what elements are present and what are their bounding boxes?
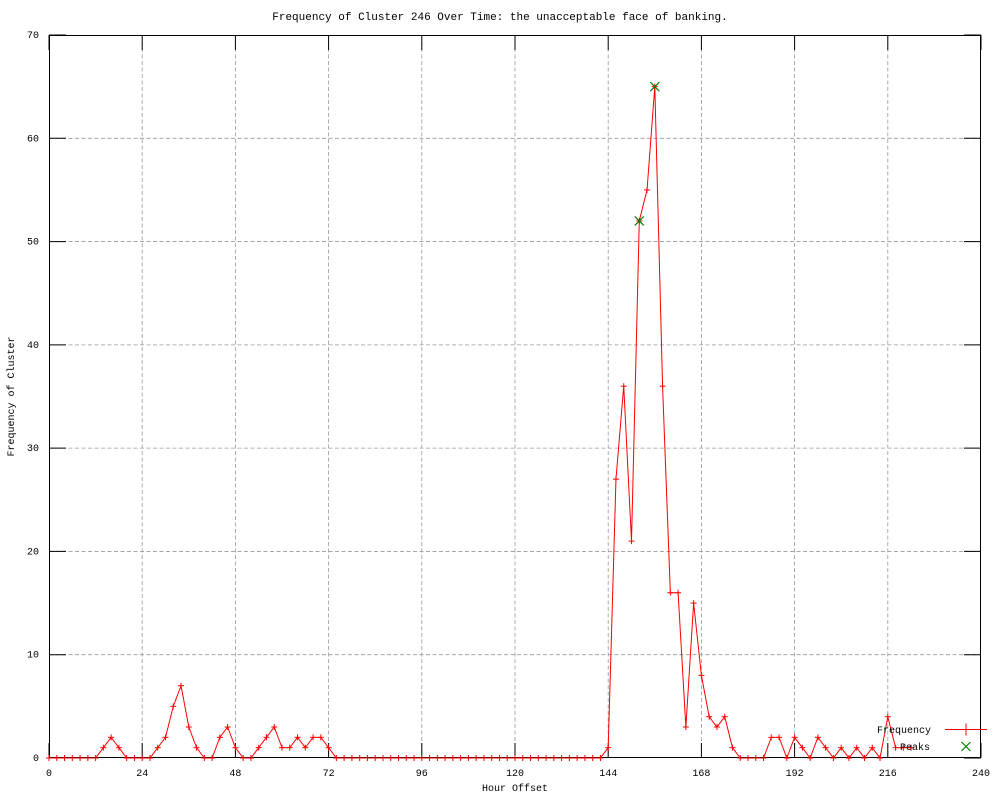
svg-text:40: 40	[27, 341, 39, 352]
svg-text:24: 24	[136, 769, 148, 780]
svg-text:72: 72	[323, 769, 335, 780]
svg-text:96: 96	[416, 769, 428, 780]
svg-text:120: 120	[506, 769, 524, 780]
svg-text:Frequency of Cluster: Frequency of Cluster	[6, 336, 18, 456]
svg-text:168: 168	[692, 769, 710, 780]
svg-text:144: 144	[599, 769, 617, 780]
svg-text:Peaks: Peaks	[900, 742, 930, 754]
svg-text:30: 30	[27, 444, 39, 455]
svg-text:240: 240	[972, 769, 990, 780]
svg-text:Hour Offset: Hour Offset	[482, 783, 548, 795]
svg-text:192: 192	[786, 769, 804, 780]
svg-text:70: 70	[27, 31, 39, 42]
svg-text:48: 48	[229, 769, 241, 780]
svg-text:50: 50	[27, 238, 39, 249]
svg-text:Frequency of Cluster 246 Over: Frequency of Cluster 246 Over Time: the …	[272, 12, 727, 24]
svg-text:0: 0	[33, 754, 39, 765]
svg-text:10: 10	[27, 651, 39, 662]
svg-text:0: 0	[46, 769, 52, 780]
svg-text:20: 20	[27, 547, 39, 558]
svg-text:216: 216	[879, 769, 897, 780]
svg-text:Frequency: Frequency	[877, 726, 931, 737]
svg-text:60: 60	[27, 134, 39, 145]
